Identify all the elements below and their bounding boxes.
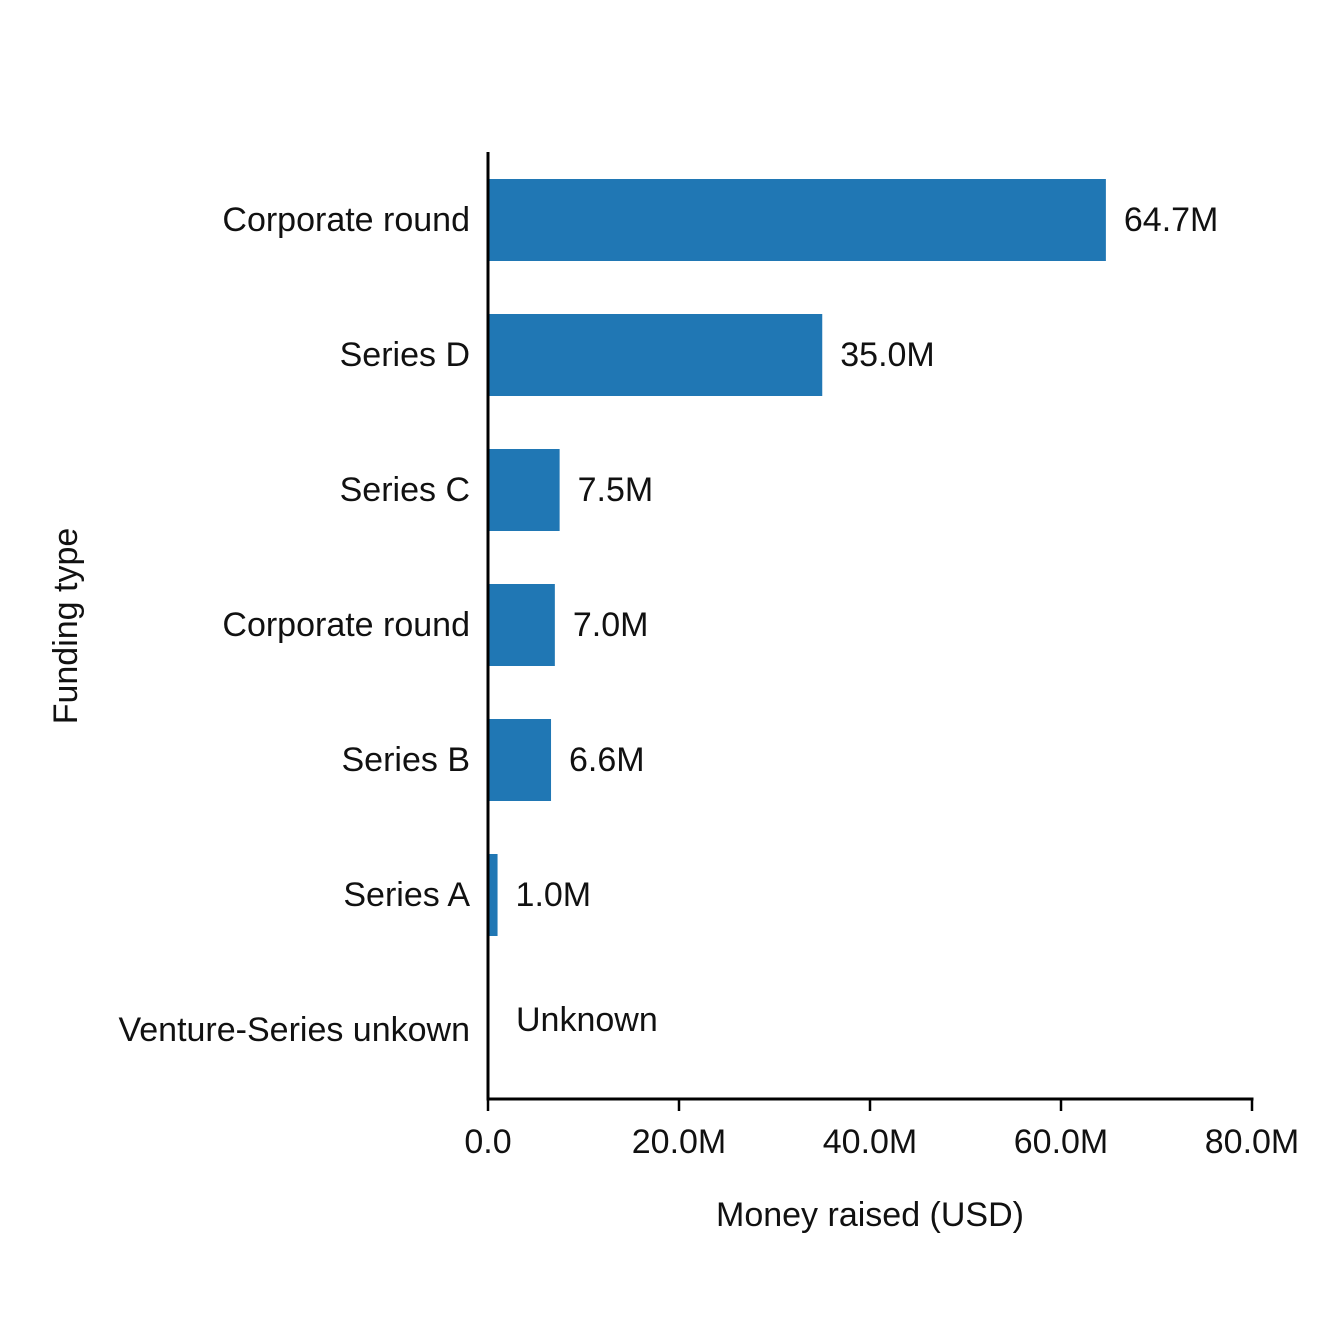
- x-tick-label: 80.0M: [1205, 1123, 1300, 1161]
- value-label: Unknown: [516, 1001, 658, 1039]
- bar: [488, 719, 552, 801]
- value-labels-group: 64.7M 35.0M 7.5M 7.0M 6.6M 1.0M Unknown: [516, 201, 1219, 1039]
- value-label: 1.0M: [516, 876, 592, 914]
- category-label: Venture-Series unkown: [118, 1011, 470, 1049]
- value-label: 7.5M: [578, 471, 654, 509]
- value-label: 6.6M: [569, 741, 645, 779]
- bar: [488, 314, 823, 396]
- category-label: Series B: [342, 741, 471, 779]
- category-labels-group: Corporate round Series D Series C Corporate…: [118, 201, 470, 1049]
- bar: [488, 179, 1106, 261]
- value-label: 35.0M: [840, 336, 935, 374]
- category-label: Corporate round: [222, 606, 470, 644]
- bar: [488, 854, 498, 936]
- x-axis-title: Money raised (USD): [716, 1196, 1024, 1234]
- category-label: Series A: [343, 876, 470, 914]
- category-label: Corporate round: [222, 201, 470, 239]
- value-label: 7.0M: [573, 606, 649, 644]
- bars-group: [488, 179, 1106, 936]
- category-label: Series C: [340, 471, 470, 509]
- x-tick-label: 40.0M: [823, 1123, 918, 1161]
- x-tick-label: 60.0M: [1014, 1123, 1109, 1161]
- x-tick-label: 0.0: [464, 1123, 511, 1161]
- bar: [488, 449, 560, 531]
- y-axis-title: Funding type: [47, 528, 85, 725]
- bar: [488, 584, 555, 666]
- value-label: 64.7M: [1124, 201, 1219, 239]
- x-tick-label: 20.0M: [632, 1123, 727, 1161]
- category-label: Series D: [340, 336, 470, 374]
- x-ticks-group: 0.0 20.0M 40.0M 60.0M 80.0M: [464, 1099, 1299, 1161]
